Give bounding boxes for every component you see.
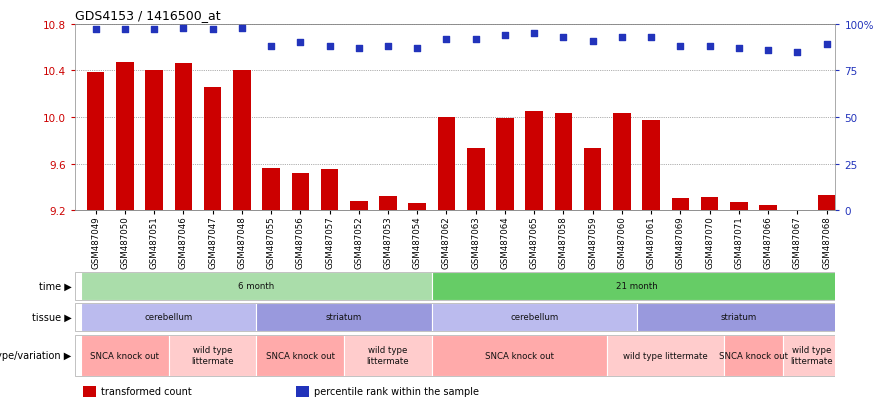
Text: striatum: striatum	[720, 313, 757, 321]
Point	[556, 35, 570, 41]
Point	[118, 27, 132, 34]
Text: striatum: striatum	[326, 313, 362, 321]
Text: SNCA knock out: SNCA knock out	[485, 351, 554, 360]
Text: SNCA knock out: SNCA knock out	[266, 351, 335, 360]
Text: 6 month: 6 month	[239, 282, 275, 290]
Bar	[636, 303, 842, 331]
Bar	[81, 335, 169, 376]
Point	[761, 47, 775, 54]
Bar	[432, 272, 842, 300]
Bar	[204, 88, 221, 211]
Point	[147, 27, 161, 34]
Text: transformed count: transformed count	[101, 386, 192, 396]
Point	[410, 46, 424, 52]
Text: 21 month: 21 month	[615, 282, 658, 290]
Point	[235, 25, 249, 32]
Bar	[81, 303, 256, 331]
Bar	[643, 121, 660, 211]
Bar	[818, 195, 835, 211]
Bar	[584, 149, 601, 211]
Bar	[759, 206, 777, 211]
Bar	[613, 114, 630, 211]
Text: wild type
littermate: wild type littermate	[790, 346, 834, 365]
Point	[615, 35, 629, 41]
Bar	[116, 63, 133, 211]
Point	[293, 40, 308, 47]
Bar	[782, 335, 842, 376]
Bar	[554, 114, 572, 211]
Point	[527, 31, 541, 38]
Bar	[379, 197, 397, 211]
Point	[469, 36, 483, 43]
Point	[732, 46, 746, 52]
Bar	[467, 149, 484, 211]
Text: time ▶: time ▶	[39, 281, 72, 291]
Point	[264, 44, 278, 50]
Point	[205, 27, 219, 34]
Text: wild type
littermate: wild type littermate	[191, 346, 234, 365]
Bar	[789, 211, 806, 212]
Bar	[701, 198, 719, 211]
Bar	[256, 303, 432, 331]
Bar	[145, 71, 163, 211]
Bar	[438, 118, 455, 211]
Bar	[256, 335, 344, 376]
Bar	[607, 335, 724, 376]
Bar	[321, 170, 339, 211]
Point	[703, 44, 717, 50]
Point	[323, 44, 337, 50]
Bar	[87, 72, 104, 211]
Bar	[295, 386, 309, 396]
Bar	[344, 335, 432, 376]
Text: SNCA knock out: SNCA knock out	[719, 351, 788, 360]
Bar	[350, 202, 368, 211]
Bar	[724, 335, 782, 376]
Point	[790, 50, 804, 56]
Bar	[174, 64, 192, 211]
Bar	[730, 202, 748, 211]
Point	[644, 35, 659, 41]
Bar	[263, 169, 280, 211]
Bar	[408, 204, 426, 211]
Text: SNCA knock out: SNCA knock out	[90, 351, 159, 360]
Bar	[83, 386, 96, 396]
Text: cerebellum: cerebellum	[145, 313, 193, 321]
Bar	[292, 173, 309, 211]
Bar	[672, 199, 690, 211]
Point	[498, 33, 512, 39]
Text: percentile rank within the sample: percentile rank within the sample	[314, 386, 479, 396]
Point	[176, 25, 190, 32]
Bar	[432, 303, 636, 331]
Point	[585, 38, 599, 45]
Text: GDS4153 / 1416500_at: GDS4153 / 1416500_at	[75, 9, 221, 22]
Bar	[81, 272, 432, 300]
Point	[88, 27, 103, 34]
Text: tissue ▶: tissue ▶	[32, 312, 72, 322]
Text: cerebellum: cerebellum	[510, 313, 559, 321]
Bar	[432, 335, 607, 376]
Bar	[496, 119, 514, 211]
Point	[674, 44, 688, 50]
Point	[439, 36, 453, 43]
Text: genotype/variation ▶: genotype/variation ▶	[0, 350, 72, 360]
Point	[352, 46, 366, 52]
Point	[819, 42, 834, 49]
Text: wild type littermate: wild type littermate	[623, 351, 708, 360]
Text: wild type
littermate: wild type littermate	[367, 346, 409, 365]
Point	[381, 44, 395, 50]
Bar	[233, 71, 250, 211]
Bar	[525, 112, 543, 211]
Bar	[169, 335, 256, 376]
